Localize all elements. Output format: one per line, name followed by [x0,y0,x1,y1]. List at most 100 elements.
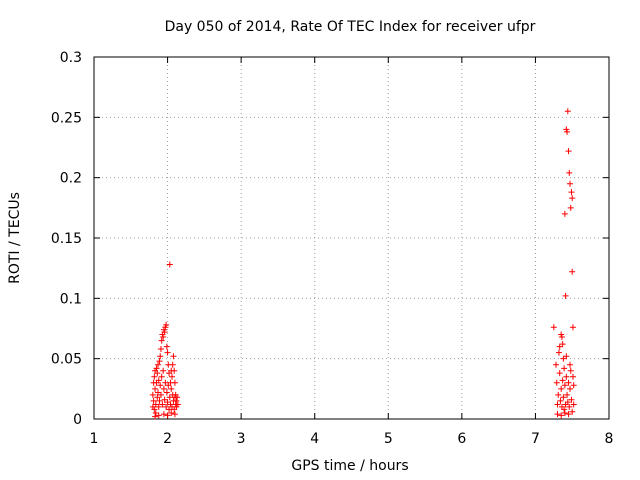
y-tick-labels: 0 0.05 0.1 0.15 0.2 0.25 0.3 [51,50,82,428]
data-point [164,349,171,356]
data-point [554,401,561,408]
y-axis-label: ROTI / TECUs [7,192,23,284]
data-point [170,353,177,360]
data-point [550,324,557,331]
data-point [166,261,173,268]
data-point [559,377,566,384]
data-point [168,385,175,392]
data-point [157,353,164,360]
data-point [555,391,562,398]
y-tick-label: 0.05 [51,352,82,368]
data-point [569,373,576,380]
data-point [160,367,167,374]
data-point [553,361,560,368]
data-point [169,361,176,368]
data-point [557,397,564,404]
data-point [564,108,571,115]
data-point [171,379,178,386]
y-tick-label: 0.25 [51,110,82,126]
x-tick-label: 8 [605,431,614,447]
data-point [160,411,167,418]
data-point [565,148,572,155]
data-point [556,343,563,350]
data-point [174,401,181,408]
data-point [152,385,159,392]
data-point [561,210,568,217]
data-point [171,367,178,374]
data-point [554,411,561,418]
data-point [565,411,572,418]
data-point [159,401,166,408]
data-point [566,403,573,410]
data-point [561,409,568,416]
data-point [151,373,158,380]
data-point [151,406,158,413]
data-point [168,409,175,416]
data-point [570,401,577,408]
data-point [562,292,569,299]
data-point [163,343,170,350]
data-point [564,391,571,398]
grid [94,57,609,419]
data-point [163,321,170,328]
data-point [561,406,568,413]
data-point [171,411,178,418]
data-point [164,412,171,419]
data-point [555,349,562,356]
data-point [556,370,563,377]
y-tick-label: 0.15 [51,231,82,247]
data-point [173,397,180,404]
data-point [156,358,163,365]
data-point [567,180,574,187]
data-point [560,394,567,401]
data-point [155,377,162,384]
data-point [154,370,161,377]
x-tick-label: 5 [384,431,393,447]
data-point [152,413,159,420]
data-point [558,333,565,340]
data-point [160,385,167,392]
data-point [567,367,574,374]
data-point [565,379,572,386]
data-point [567,385,574,392]
x-tick-label: 3 [237,431,246,447]
data-point [561,382,568,389]
data-point [566,169,573,176]
data-point [568,396,575,403]
plot-frame [93,56,610,420]
data-point [157,346,164,353]
data-point [569,268,576,275]
data-point [567,361,574,368]
data-point [174,394,181,401]
data-point [561,365,568,372]
data-point [155,403,162,410]
data-point [158,373,165,380]
x-axis-label: GPS time / hours [291,458,408,474]
data-points [149,108,577,420]
x-tick-label: 7 [531,431,540,447]
x-tick-labels: 1 2 3 4 5 6 7 8 [90,431,614,447]
data-point [570,382,577,389]
data-point [558,412,565,419]
y-tick-label: 0 [73,412,82,428]
data-point [564,399,571,406]
x-tick-label: 6 [457,431,466,447]
data-point [155,361,162,368]
data-point [168,373,175,380]
data-point [157,391,164,398]
y-tick-label: 0.2 [60,171,82,187]
data-point [160,333,167,340]
data-point [569,408,576,415]
y-tick-label: 0.3 [60,50,82,66]
data-point [569,195,576,202]
data-point [563,373,570,380]
data-point [564,128,571,135]
data-point [157,382,164,389]
x-tick-label: 4 [310,431,319,447]
data-point [158,337,165,344]
data-point [553,379,560,386]
data-point [156,397,163,404]
data-point [150,397,157,404]
